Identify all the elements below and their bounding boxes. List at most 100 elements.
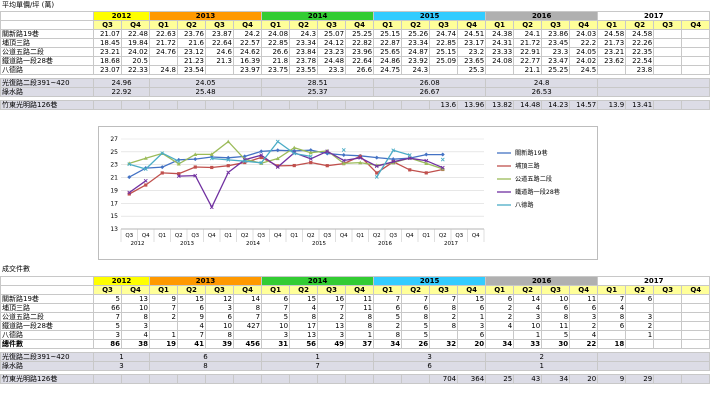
data-cell: 3	[625, 312, 655, 322]
data-cell: 6	[485, 294, 515, 304]
data-point	[127, 175, 132, 180]
data-point	[341, 153, 346, 158]
quarter-header: Q4	[120, 285, 151, 295]
sheet2-title: 成交件數	[2, 265, 30, 273]
data-point	[440, 157, 445, 162]
year-label: 2016	[378, 241, 392, 247]
data-cell: 427	[233, 321, 263, 331]
data-cell: 6	[457, 303, 487, 313]
x-tick-label: Q2	[373, 233, 381, 239]
data-point	[176, 159, 181, 164]
series-line	[128, 149, 443, 178]
data-point	[193, 157, 198, 162]
data-point	[226, 164, 230, 168]
data-cell	[653, 330, 683, 340]
data-cell	[289, 374, 319, 384]
data-cell: 13.9	[597, 100, 627, 110]
data-cell: 25.07	[317, 29, 347, 39]
quarter-header: Q2	[625, 20, 655, 30]
year-header-row: 2012 2013 2014 2015 2016 2017	[0, 11, 711, 21]
quarter-header: Q4	[345, 20, 375, 30]
data-cell	[485, 65, 515, 75]
quarter-header: Q1	[373, 285, 403, 295]
data-cell: 24.1	[513, 29, 543, 39]
data-cell: 18.68	[93, 56, 122, 66]
data-cell: 24.74	[429, 29, 459, 39]
data-cell: 29	[625, 374, 655, 384]
quarter-header: Q4	[457, 285, 487, 295]
data-point	[275, 148, 280, 153]
data-cell	[401, 374, 431, 384]
data-cell: 22.48	[120, 29, 151, 39]
data-point	[440, 152, 445, 157]
data-cell: 7	[233, 312, 263, 322]
year-total-cell: 2	[485, 352, 599, 362]
data-cell: 23.23	[317, 47, 347, 57]
data-cell: 66	[93, 303, 122, 313]
table-row: 總件數 86 38 19 41 39 456 31 56 49 37 34 26 32 20 34 33 30 22…	[0, 339, 711, 349]
data-cell: 21.07	[93, 29, 122, 39]
y-tick-label: 27	[110, 136, 118, 143]
data-cell	[317, 374, 347, 384]
data-cell: 33	[513, 339, 543, 349]
quarter-header: Q3	[317, 20, 347, 30]
data-cell: 8	[401, 312, 431, 322]
data-cell: 25	[485, 374, 515, 384]
quarter-header: Q4	[569, 20, 599, 30]
data-cell: 26	[401, 339, 431, 349]
data-cell	[373, 100, 403, 110]
data-point	[325, 149, 330, 154]
year-header-row: 2012 2013 2014 2015 2016 2017	[0, 276, 711, 286]
data-point	[160, 165, 165, 170]
data-cell: 38	[120, 339, 151, 349]
table-row: 鐵道路一段28巷 5 3 4 10 427 10 17 13 8 2 5 8 3 4 10 11 2 6 2	[0, 321, 711, 331]
data-cell: 10	[541, 294, 571, 304]
data-cell: 25.15	[373, 29, 403, 39]
quarter-header: Q4	[681, 20, 711, 30]
year-total-cell: 3	[92, 361, 151, 371]
data-cell: 3	[261, 330, 291, 340]
data-point	[127, 190, 132, 195]
data-cell: 3	[120, 321, 151, 331]
data-cell: 1	[345, 330, 375, 340]
data-cell	[653, 312, 683, 322]
quarter-header: Q3	[541, 20, 571, 30]
data-cell	[120, 100, 151, 110]
data-point	[341, 158, 346, 163]
price-chart: 13 15 17 19 21 23 25 27 Q3 Q4 Q1 Q2 Q3 Q4 Q1 Q2 Q3 Q4 Q1 Q2…	[98, 126, 598, 260]
data-cell: 30	[541, 339, 571, 349]
data-cell: 22.85	[261, 38, 291, 48]
sheet1-title: 平均單價/坪 (萬)	[2, 1, 55, 9]
data-cell: 21.3	[205, 56, 235, 66]
data-cell: 8	[541, 312, 571, 322]
data-cell: 23.54	[177, 65, 207, 75]
data-cell: 8	[597, 312, 627, 322]
data-point	[408, 168, 412, 172]
quarter-header: Q1	[485, 20, 515, 30]
data-cell: 25.15	[429, 47, 459, 57]
data-point	[226, 170, 231, 175]
data-cell: 23.8	[625, 65, 655, 75]
data-cell	[681, 29, 711, 39]
data-cell: 24.8	[149, 65, 179, 75]
year-2016: 2016	[485, 276, 599, 286]
legend-label: 公道五路二段	[515, 175, 552, 183]
data-cell: 5	[401, 321, 431, 331]
year-2013: 2013	[149, 276, 263, 286]
data-cell: 56	[289, 339, 319, 349]
data-point	[424, 158, 429, 163]
data-cell: 3	[457, 321, 487, 331]
data-cell: 6	[177, 303, 207, 313]
data-cell	[345, 100, 375, 110]
price-table: 2012 2013 2014 2015 2016 2017 Q3 Q4 Q1 Q2 Q3 Q4 Q1 Q2…	[0, 11, 711, 110]
quarter-header: Q3	[429, 285, 459, 295]
data-cell: 24.62	[233, 47, 263, 57]
quarter-header: Q4	[569, 285, 599, 295]
data-cell: 14.48	[513, 100, 543, 110]
data-cell: 22.26	[625, 38, 655, 48]
data-point	[177, 172, 181, 176]
data-point	[143, 166, 148, 171]
data-cell: 24.03	[569, 29, 599, 39]
year-total-cell: 25.37	[261, 87, 375, 97]
x-tick-label: Q3	[389, 233, 397, 239]
